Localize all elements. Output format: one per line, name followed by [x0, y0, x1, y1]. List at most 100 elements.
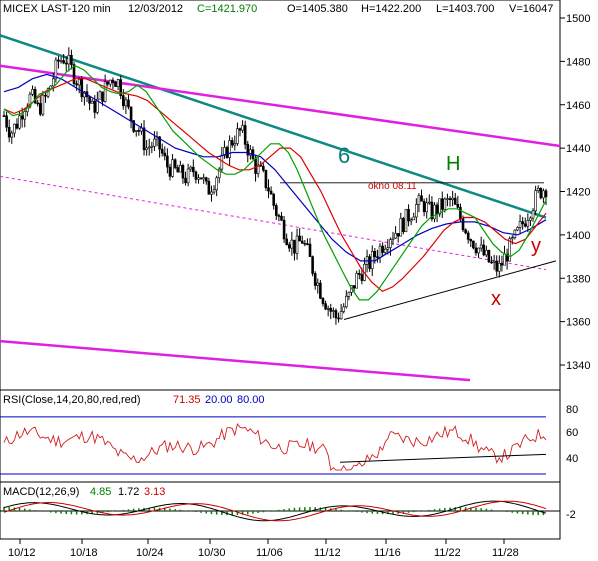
candle-body — [396, 233, 400, 237]
candle-body — [134, 130, 138, 132]
candle-body — [23, 111, 27, 120]
price-tick-label: 1400 — [566, 230, 590, 242]
macd-v1: 4.85 — [90, 486, 111, 498]
candle-body — [448, 198, 452, 200]
candle-body — [70, 55, 73, 65]
x-tick-label: 10/24 — [136, 547, 164, 559]
candle-body — [415, 204, 418, 218]
candle-body — [207, 180, 211, 195]
candle-body — [212, 189, 216, 193]
header-low: L=1403.700 — [436, 3, 494, 15]
candle-body — [386, 247, 390, 250]
candle-body — [215, 177, 218, 191]
candle-body — [485, 249, 488, 256]
candle-body — [192, 166, 195, 173]
candle-body — [103, 81, 107, 102]
macd-label: MACD(12,26,9) — [3, 486, 79, 498]
candle-body — [197, 177, 200, 180]
candle-body — [282, 219, 286, 240]
candle-body — [498, 262, 501, 272]
candle-body — [230, 140, 234, 146]
candle-body — [438, 198, 441, 215]
candle-body — [482, 244, 486, 256]
candle-body — [306, 243, 309, 245]
candle-body — [425, 202, 429, 213]
candle-body — [342, 306, 346, 312]
candle-body — [368, 256, 371, 269]
candle-body — [220, 154, 224, 170]
rsi-value: 71.35 — [173, 394, 201, 406]
rsi-upper: 80.00 — [237, 394, 265, 406]
candle-body — [339, 311, 343, 320]
candle-body — [267, 187, 270, 192]
candle-body — [246, 144, 250, 156]
candle-body — [319, 282, 322, 299]
candle-body — [256, 164, 260, 174]
candle-body — [464, 229, 467, 234]
price-tick-label: 1380 — [566, 273, 590, 285]
candle-body — [526, 220, 530, 227]
macd-tick: -2 — [566, 509, 576, 521]
candle-body — [28, 93, 32, 108]
wave-label-h: H — [446, 153, 460, 175]
candle-body — [75, 83, 78, 86]
candle-body — [391, 237, 395, 240]
candle-body — [433, 204, 436, 220]
candle-body — [15, 123, 19, 129]
candle-body — [440, 198, 444, 210]
candle-body — [503, 253, 506, 266]
candle-body — [451, 197, 454, 200]
candle-body — [210, 191, 213, 195]
candle-body — [262, 165, 265, 171]
indicator-layer — [0, 416, 560, 522]
candle-body — [469, 239, 473, 242]
candle-body — [5, 115, 8, 128]
candle-body — [184, 177, 187, 184]
candle-body — [171, 159, 174, 177]
candle-body — [109, 79, 112, 85]
candle-body — [383, 248, 387, 253]
candle-body — [2, 115, 6, 117]
candle-body — [194, 171, 198, 180]
candle-body — [225, 147, 229, 158]
candle-body — [285, 238, 288, 245]
candle-body — [51, 78, 55, 87]
rsi-lower: 20.00 — [205, 394, 233, 406]
candle-body — [127, 99, 130, 108]
candle-body — [217, 168, 221, 179]
x-tick-label: 10/30 — [198, 547, 226, 559]
candle-body — [142, 127, 146, 151]
candle-body — [298, 235, 301, 242]
candle-body — [539, 187, 543, 199]
candle-body — [199, 177, 203, 180]
candle-body — [72, 64, 76, 84]
candle-body — [466, 232, 470, 240]
candle-body — [106, 81, 110, 85]
candle-body — [295, 235, 299, 254]
candle-body — [313, 273, 317, 286]
candle-body — [168, 166, 172, 177]
trend-layer — [0, 34, 561, 382]
candle-body — [238, 128, 242, 131]
candle-body — [18, 115, 21, 129]
header-open: O=1405.380 — [287, 3, 348, 15]
candle-body — [150, 145, 154, 148]
candle-body — [500, 262, 504, 266]
candle-body — [83, 91, 86, 98]
candle-body — [31, 89, 34, 95]
candle-body — [121, 95, 125, 107]
trendline-magenta-dashed — [0, 175, 547, 271]
candle-body — [20, 115, 24, 120]
candle-body — [101, 91, 104, 102]
candle-body — [98, 91, 102, 100]
candle-body — [181, 165, 185, 179]
candle-body — [487, 249, 491, 263]
candle-body — [378, 245, 382, 258]
rsi-tick-80: 80 — [566, 404, 578, 416]
x-tick-label: 10/12 — [8, 547, 36, 559]
candle-body — [352, 285, 356, 289]
candle-body — [158, 136, 161, 150]
candle-body — [544, 190, 548, 198]
candle-body — [145, 147, 148, 151]
header-symbol: MICEX LAST-120 min — [3, 3, 111, 15]
